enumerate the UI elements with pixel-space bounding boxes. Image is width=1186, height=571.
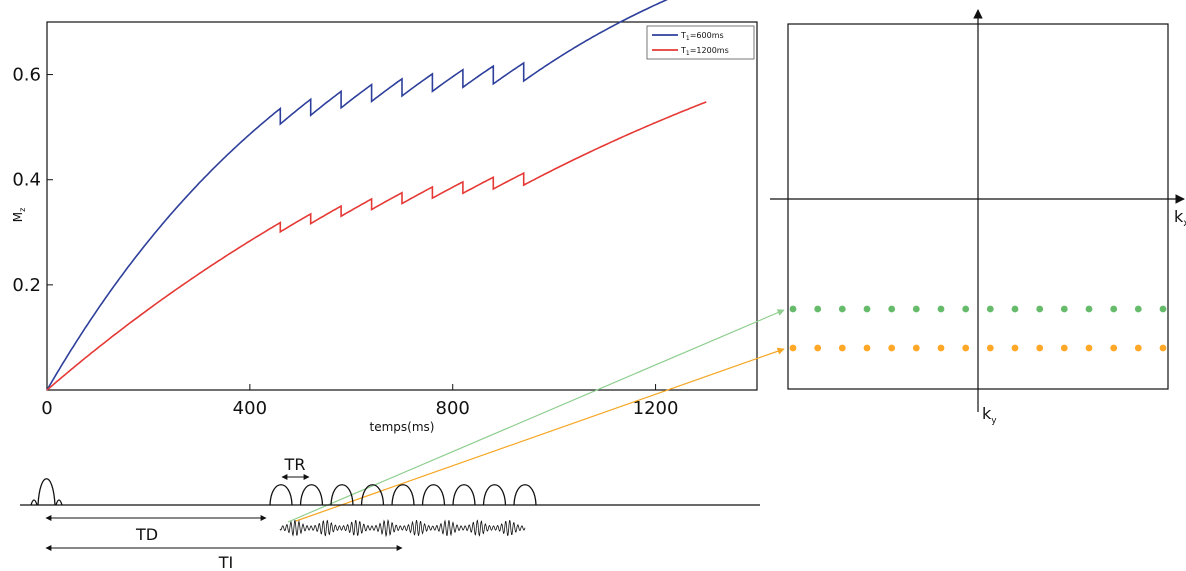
kspace-sample-dot [1110,344,1118,352]
kspace-sample-dot [1011,344,1019,352]
readout-pulse [299,484,324,506]
y-ticks: 0.2 0.4 0.6 [12,65,53,296]
kspace-sample-dot [1134,344,1142,352]
x-tick-label: 400 [233,398,267,419]
kspace-sample-dot [789,305,797,313]
legend: T1=600ms T1=1200ms [646,25,755,60]
kspace-sample-dot [1060,305,1068,313]
kspace-sample-dot [1134,305,1142,313]
x-tick-label: 0 [41,398,52,419]
x-ticks: 0 400 800 1200 [41,384,678,419]
kspace-sample-dot [1159,305,1167,313]
kspace-sample-dot [789,344,797,352]
kspace-sample-rows [789,305,1167,352]
green-readout-arrow [287,309,785,523]
kx-label: kx [1174,207,1186,229]
kspace-sample-dot [962,344,970,352]
ti-label: TI [218,553,234,571]
kspace-sample-dot [1060,344,1068,352]
orange-readout-arrow [295,347,785,522]
kspace-sample-dot [1159,344,1167,352]
kspace-sample-dot [1036,344,1044,352]
kspace-sample-dot [863,344,871,352]
kspace-panel: kx ky [770,9,1186,426]
y-axis-label: Mz [11,208,27,223]
readout-pulses [269,484,537,506]
y-tick-label: 0.4 [12,170,41,191]
tr-label: TR [284,455,306,474]
readout-pulse [513,484,537,506]
series-line-t1-1200 [46,101,707,391]
kspace-sample-dot [912,344,920,352]
y-tick-label: 0.2 [12,275,41,296]
kspace-sample-dot [937,344,945,352]
kspace-sample-dot [962,305,970,313]
kspace-sample-dot [838,305,846,313]
mz-plot: 0 400 800 1200 0.2 0.4 0.6 temps(ms) Mz T1=60… [11,0,758,434]
x-axis-label: temps(ms) [370,420,435,434]
readout-pulse [360,484,385,506]
kspace-sample-dot [986,344,994,352]
series-lines [46,0,707,391]
kspace-sample-dot [912,305,920,313]
kspace-sample-dot [814,305,822,313]
kspace-sample-dot [1085,305,1093,313]
readout-signal [279,519,526,538]
series-line-t1-600 [46,0,669,391]
legend-box [646,25,755,60]
kspace-sample-dot [888,305,896,313]
kspace-sample-dot [863,305,871,313]
td-label: TD [135,525,158,544]
readout-pulse [269,484,293,506]
kspace-sample-dot [1110,305,1118,313]
kspace-sample-dot [986,305,994,313]
kspace-sample-dot [814,344,822,352]
readout-pulse [421,484,446,506]
readout-pulse [482,484,507,506]
kspace-sample-dot [1036,305,1044,313]
readout-pulse [452,484,476,506]
pulse-sequence: TR TD TI [20,455,760,571]
kspace-sample-dot [888,344,896,352]
kspace-sample-dot [1011,305,1019,313]
legend-label-t1-600: T1=600ms [680,31,724,42]
kspace-sample-dot [1085,344,1093,352]
inversion-pulse [30,478,63,506]
readout-pulse [330,484,354,506]
x-tick-label: 800 [436,398,470,419]
legend-label-t1-1200: T1=1200ms [680,46,729,57]
y-tick-label: 0.6 [12,65,41,86]
plot-frame [46,21,758,391]
x-tick-label: 1200 [633,398,679,419]
ky-label: ky [982,404,997,426]
kspace-sample-dot [838,344,846,352]
kspace-sample-dot [937,305,945,313]
readout-pulse [391,484,415,506]
